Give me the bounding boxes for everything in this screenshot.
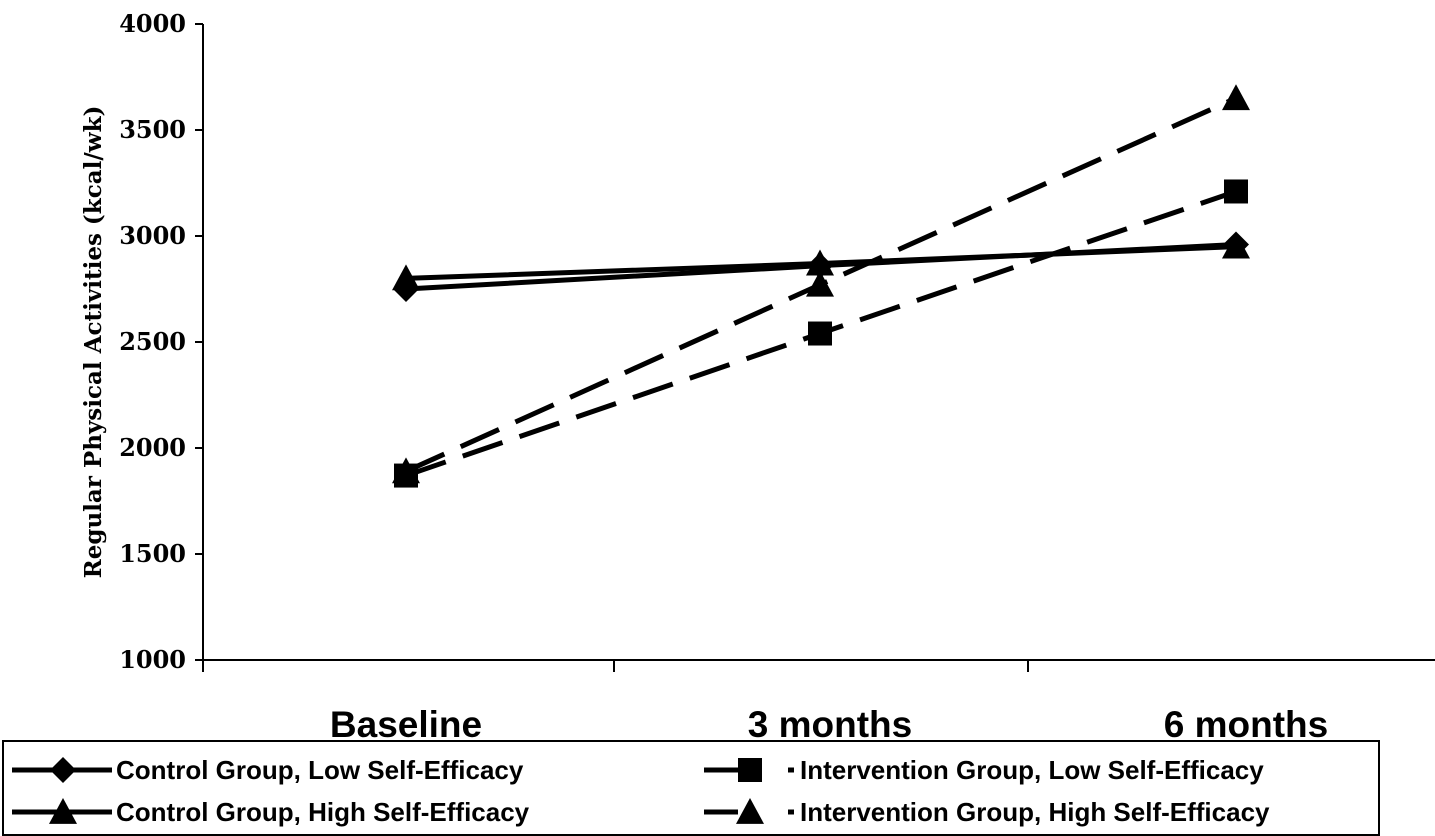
data-point — [806, 249, 834, 276]
legend-item: Control Group, Low Self-Efficacy — [12, 755, 524, 785]
data-point — [1222, 84, 1250, 111]
y-tick-label: 2500 — [119, 327, 186, 356]
y-axis-label: Regular Physical Activities (kcal/wk) — [80, 106, 107, 579]
legend-label: Intervention Group, High Self-Efficacy — [800, 797, 1270, 827]
y-tick-label: 3500 — [119, 115, 186, 144]
y-tick-label: 2000 — [119, 433, 186, 462]
legend-item: Intervention Group, Low Self-Efficacy — [704, 755, 1264, 785]
legend-box — [2, 740, 1380, 836]
series-layer — [392, 84, 1250, 488]
y-ticks: 1000 1500 2000 2500 3000 3500 4000 — [119, 9, 203, 674]
y-tick-label: 4000 — [119, 9, 186, 38]
y-tick-label: 1000 — [119, 645, 186, 674]
legend-label: Control Group, High Self-Efficacy — [116, 797, 530, 827]
series-4 — [392, 84, 1250, 484]
x-tick-label: Baseline — [330, 704, 482, 745]
legend-item: Intervention Group, High Self-Efficacy — [704, 797, 1270, 827]
legend-label: Intervention Group, Low Self-Efficacy — [800, 755, 1264, 785]
x-tick-label: 6 months — [1164, 704, 1328, 745]
legend-item: Control Group, High Self-Efficacy — [12, 797, 530, 827]
data-point — [808, 321, 832, 346]
legend: Control Group, Low Self-Efficacy Interven… — [2, 740, 1380, 836]
data-point — [806, 270, 834, 297]
x-ticks: Baseline 3 months 6 months — [202, 660, 1328, 745]
series-2 — [394, 179, 1248, 488]
legend-marker — [736, 798, 764, 824]
legend-marker — [49, 798, 77, 824]
data-point — [392, 264, 420, 291]
series-3 — [392, 232, 1250, 291]
y-tick-label: 1500 — [119, 539, 186, 568]
data-point — [1222, 232, 1250, 259]
legend-marker — [738, 758, 762, 782]
legend-marker — [50, 757, 76, 783]
y-tick-label: 3000 — [119, 221, 186, 250]
legend-label: Control Group, Low Self-Efficacy — [116, 755, 524, 785]
data-point — [392, 457, 420, 484]
data-point — [1224, 179, 1248, 204]
x-tick-label: 3 months — [748, 704, 912, 745]
